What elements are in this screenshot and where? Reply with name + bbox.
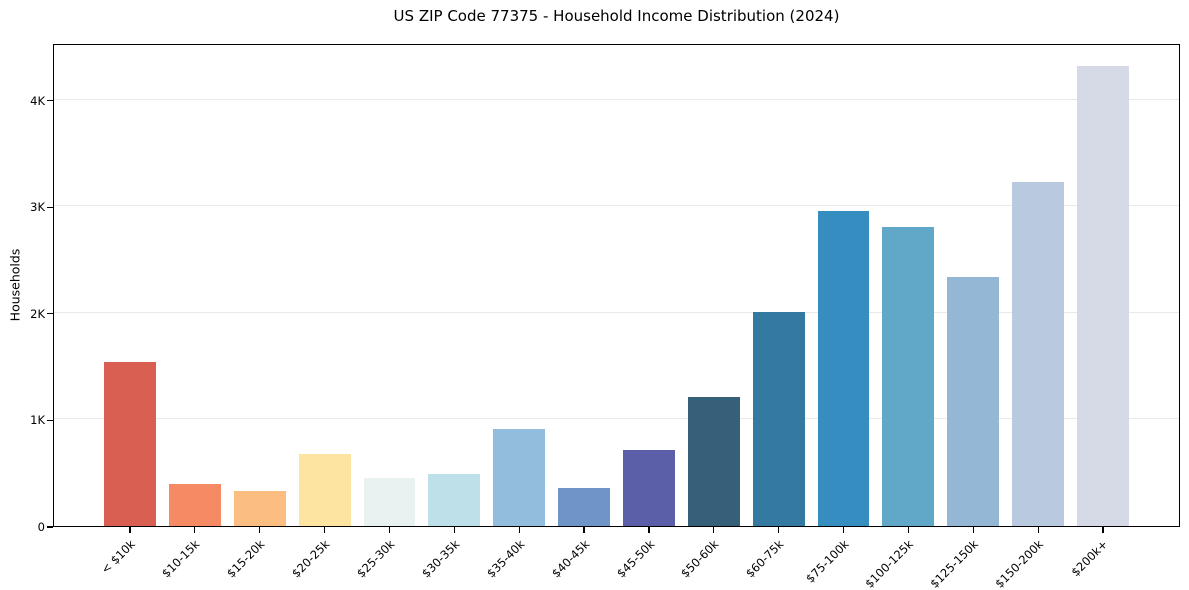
x-tick-label: $60-75k [743,537,787,581]
bar [168,484,221,526]
x-tick-mark [194,527,196,533]
x-tick-label: $75-100k [802,537,852,586]
y-tick-mark [47,313,53,315]
bar [1077,66,1129,526]
y-tick-label: 2K [30,306,45,321]
x-tick-mark [1102,527,1104,533]
bar [363,477,416,526]
bar [882,227,935,526]
plot-area [53,44,1180,527]
gridline [54,311,1179,313]
x-tick-label: $200k+ [1068,537,1111,580]
x-tick-mark [583,527,585,533]
y-tick-mark [47,206,53,208]
y-tick-label: 3K [30,200,45,215]
x-tick-label: $25-30k [353,537,398,581]
y-tick-mark [47,526,53,528]
x-tick-label: $150-200k [992,537,1047,590]
bar [752,311,805,526]
x-tick-mark [907,527,909,533]
bar [1012,181,1065,526]
x-tick-mark [259,527,261,533]
gridline [54,98,1179,100]
x-tick-mark [129,527,131,533]
x-tick-mark [713,527,715,533]
x-tick-mark [842,527,845,533]
x-tick-label: $125-150k [927,537,982,590]
x-tick-label: $35-40k [483,537,528,581]
y-tick-mark [47,99,53,102]
bar [817,211,870,526]
x-tick-mark [1037,527,1039,533]
x-tick-mark [453,527,455,533]
chart-title: US ZIP Code 77375 - Household Income Dis… [393,7,840,25]
x-tick-label: $100-125k [862,537,917,590]
x-tick-label: $45-50k [613,537,657,581]
bar [558,487,610,526]
x-tick-mark [778,527,780,533]
x-tick-mark [972,527,974,533]
x-tick-label: $10-15k [159,537,203,581]
bar [622,449,675,526]
bar [687,397,740,526]
bar [947,276,1000,526]
bar [493,428,546,526]
bar [233,490,286,526]
x-tick-mark [388,527,391,533]
y-tick-label: 1K [30,413,45,428]
bar [104,361,156,526]
x-tick-mark [518,527,520,533]
gridline [54,418,1179,420]
bar [298,454,351,526]
y-tick-mark [47,419,53,421]
x-tick-label: $50-60k [678,537,722,581]
y-tick-label: 0 [37,520,45,534]
y-tick-label: 4K [30,93,45,108]
x-tick-label: < $10k [98,537,138,577]
x-tick-mark [648,527,650,533]
gridline [54,205,1179,207]
x-tick-mark [324,527,326,533]
x-tick-label: $40-45k [548,537,592,581]
bar [428,473,481,526]
x-tick-label: $15-20k [224,537,268,581]
x-tick-label: $20-25k [289,537,333,581]
x-tick-label: $30-35k [418,537,463,581]
